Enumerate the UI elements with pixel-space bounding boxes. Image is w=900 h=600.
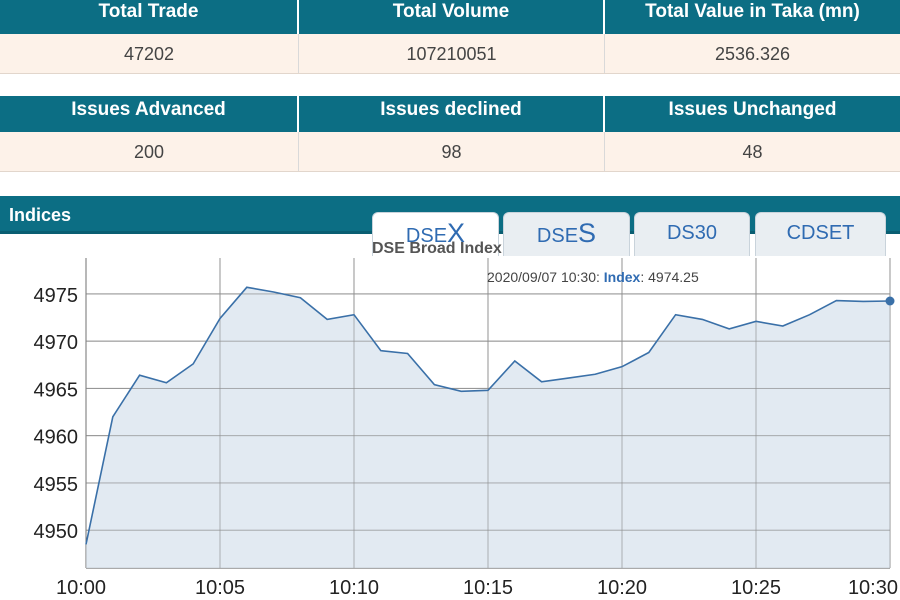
x-tick-label: 10:20 <box>597 577 647 599</box>
header-total-trade: Total Trade <box>0 0 299 34</box>
tab-label: DS30 <box>666 222 718 244</box>
y-tick-label: 4955 <box>34 474 79 496</box>
data-point <box>620 365 624 369</box>
table-header-row: Issues Advanced Issues declined Issues U… <box>0 96 900 132</box>
index-chart-svg[interactable]: 4950 4955 4960 4965 4970 4975 10:00 10:05 10:10 1… <box>0 234 900 600</box>
y-tick-label: 4960 <box>34 427 79 449</box>
data-point <box>272 290 276 294</box>
y-tick-label: 4950 <box>34 521 79 543</box>
data-point <box>245 285 249 289</box>
value-total-trade: 47202 <box>0 34 299 73</box>
tooltip-value: 4974.25 <box>648 269 699 285</box>
data-point <box>218 316 222 320</box>
chart-title: DSE Broad Index <box>372 240 502 257</box>
data-point <box>111 415 115 419</box>
data-point <box>566 376 570 380</box>
tab-dsex[interactable]: DSEX <box>372 212 499 256</box>
data-point <box>885 296 895 306</box>
tab-label: CDSET <box>786 222 855 244</box>
value-total-value: 2536.326 <box>714 44 791 64</box>
data-point <box>138 373 142 377</box>
data-point <box>352 313 356 317</box>
data-point <box>593 372 597 376</box>
data-point <box>808 313 812 317</box>
tab-label-prefix: DSE <box>536 225 579 247</box>
data-point <box>674 313 678 317</box>
data-point <box>379 349 383 353</box>
data-point <box>84 542 88 546</box>
data-point <box>861 299 865 303</box>
table-header-row: Total Trade Total Volume Total Value in … <box>0 0 900 34</box>
value-issues-unchanged: 48 <box>742 142 763 162</box>
chart-tooltip: 2020/09/07 10:30: Index: 4974.25 <box>487 269 699 285</box>
table-row: 47202 107210051 2536.326 <box>0 34 900 74</box>
data-point <box>700 317 704 321</box>
header-issues-unchanged: Issues Unchanged <box>668 99 837 120</box>
data-point <box>540 380 544 384</box>
index-chart[interactable]: 4950 4955 4960 4965 4970 4975 10:00 10:05 10:10 1… <box>0 234 900 600</box>
data-point <box>834 299 838 303</box>
tab-ds30[interactable]: DS30 <box>634 212 750 256</box>
header-issues-advanced: Issues Advanced <box>0 96 299 132</box>
data-point <box>298 296 302 300</box>
data-point <box>754 319 758 323</box>
data-point <box>727 327 731 331</box>
data-point <box>191 362 195 366</box>
y-tick-label: 4975 <box>34 285 79 307</box>
data-point <box>647 351 651 355</box>
data-point <box>325 317 329 321</box>
tab-dses[interactable]: DSES <box>503 212 630 256</box>
data-point <box>459 389 463 393</box>
market-summary-table: Total Trade Total Volume Total Value in … <box>0 0 900 74</box>
data-point <box>432 383 436 387</box>
x-tick-label: 10:10 <box>329 577 379 599</box>
tab-label-suffix: X <box>447 218 466 248</box>
tab-label-prefix: DSE <box>405 225 448 247</box>
data-point <box>513 359 517 363</box>
x-tick-label: 10:00 <box>56 577 106 599</box>
header-issues-declined: Issues declined <box>299 96 605 132</box>
header-total-volume: Total Volume <box>299 0 605 34</box>
tab-label-suffix: S <box>578 218 597 248</box>
x-tick-label: 10:30 <box>848 577 898 599</box>
y-tick-label: 4965 <box>34 379 79 401</box>
x-tick-label: 10:05 <box>195 577 245 599</box>
indices-title: Indices <box>9 205 72 225</box>
series-line <box>85 286 891 545</box>
data-point <box>406 351 410 355</box>
header-total-value: Total Value in Taka (mn) <box>645 1 860 22</box>
table-row: 200 98 48 <box>0 132 900 172</box>
data-point <box>781 324 785 328</box>
issues-summary-table: Issues Advanced Issues declined Issues U… <box>0 96 900 172</box>
x-tick-label: 10:25 <box>731 577 781 599</box>
x-tick-label: 10:15 <box>463 577 513 599</box>
value-issues-advanced: 200 <box>0 132 299 171</box>
tab-cdset[interactable]: CDSET <box>755 212 886 256</box>
value-issues-declined: 98 <box>299 132 605 171</box>
tooltip-label: Index <box>603 269 641 285</box>
data-point <box>486 388 490 392</box>
tooltip-datetime: 2020/09/07 10:30: <box>487 269 600 285</box>
value-total-volume: 107210051 <box>299 34 605 73</box>
data-point <box>164 381 168 385</box>
y-tick-label: 4970 <box>34 332 79 354</box>
